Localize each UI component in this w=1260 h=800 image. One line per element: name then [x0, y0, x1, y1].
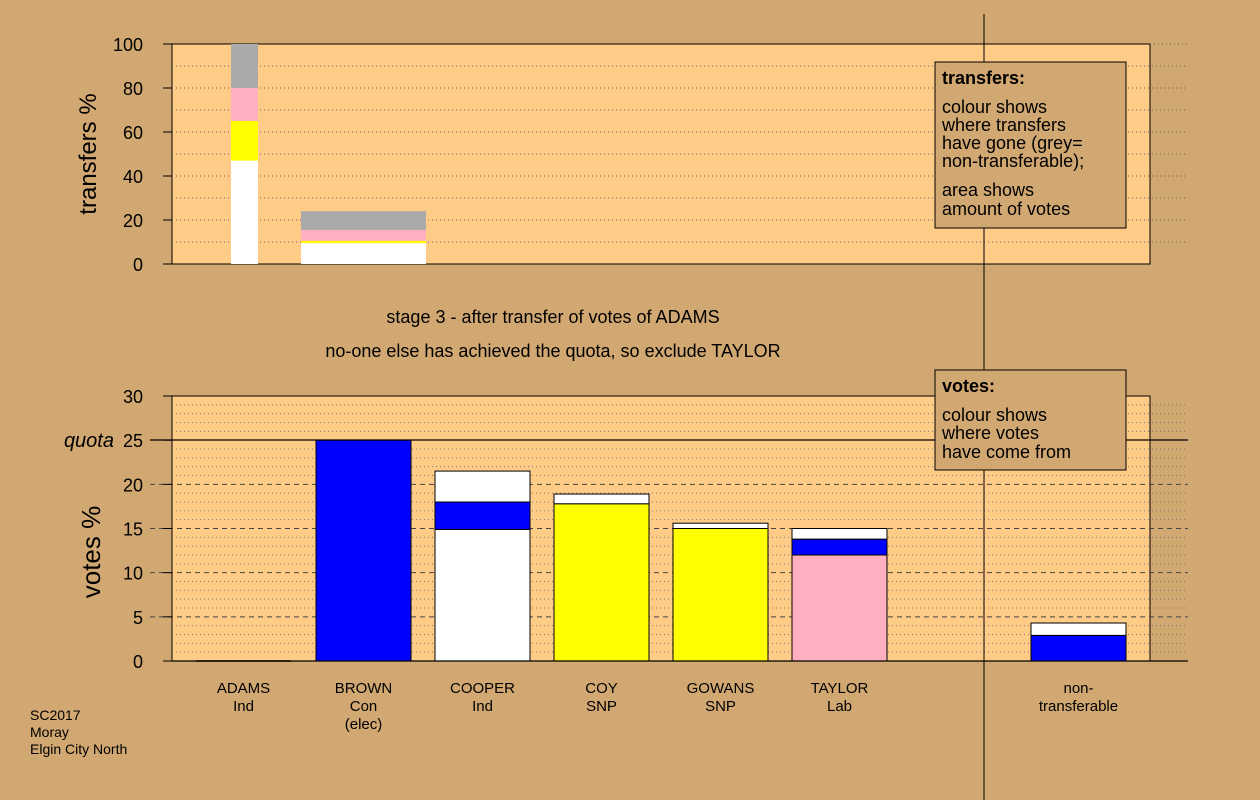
transfers-y-tick-label: 100: [113, 35, 143, 55]
votes-legend-line: have come from: [942, 442, 1071, 462]
transfers-y-tick-label: 80: [123, 79, 143, 99]
quota-label: quota: [64, 430, 114, 452]
transfers-y-axis-label: transfers %: [75, 93, 102, 214]
vote-bar-segment-gowans-white: [672, 522, 769, 530]
transfers-y-tick-label: 20: [123, 211, 143, 231]
transfer-bar-segment-adams-grey: [231, 44, 258, 88]
footer-election: SC2017: [30, 707, 81, 723]
votes-y-axis-label: votes %: [76, 506, 106, 599]
votes-y-tick-label: 15: [123, 520, 143, 540]
votes-legend-title: votes:: [942, 376, 995, 396]
transfer-bar-segment-adams-pink: [231, 88, 258, 121]
votes-bars: [196, 439, 1127, 662]
transfers-gridlines: [172, 43, 1188, 243]
transfers-legend-title: transfers:: [942, 68, 1025, 88]
votes-y-tick-label: 30: [123, 387, 143, 407]
category-label-name: ADAMS: [217, 680, 270, 697]
footer-council: Moray: [30, 724, 69, 740]
transfers-bars: [231, 44, 426, 264]
category-label-name: non-: [1063, 680, 1093, 697]
transfer-bar-segment-brown-pink: [301, 229, 426, 241]
vote-bar-segment-taylor-white: [791, 528, 888, 540]
category-label-party: Con: [350, 698, 378, 715]
exclude-text: no-one else has achieved the quota, so e…: [325, 341, 780, 361]
category-label-party: transferable: [1039, 698, 1118, 715]
transfers-y-tick-label: 0: [133, 255, 143, 275]
category-label-party: SNP: [705, 698, 736, 715]
transfer-bar-segment-brown-grey: [301, 211, 426, 230]
vote-bar-segment-cooper-white: [434, 470, 531, 503]
transfers-y-ticks: 0 20 40 60 80 100: [113, 35, 172, 275]
category-label-note: (elec): [345, 716, 383, 733]
transfer-bar-segment-adams-yellow: [231, 121, 258, 161]
votes-legend: votes: colour shows where votes have com…: [934, 369, 1127, 471]
vote-bar-segment-gowans-yellow: [672, 528, 769, 662]
vote-bar-segment-non-transferable-white: [1030, 622, 1127, 636]
transfers-legend-line: have gone (grey=: [942, 133, 1083, 153]
votes-y-tick-label: 25: [123, 431, 143, 451]
votes-y-tick-label: 10: [123, 564, 143, 584]
transfers-legend-line: colour shows: [942, 97, 1047, 117]
stage-text: stage 3 - after transfer of votes of ADA…: [386, 307, 719, 327]
footer-ward: Elgin City North: [30, 741, 127, 757]
votes-category-labels: ADAMSIndBROWNCon(elec)COOPERIndCOYSNPGOW…: [217, 680, 1118, 733]
votes-y-ticks: 0 5 10 15 20 25 30: [123, 387, 172, 672]
transfers-legend-line: amount of votes: [942, 199, 1070, 219]
votes-y-tick-label: 5: [133, 608, 143, 628]
transfers-y-tick-label: 40: [123, 167, 143, 187]
transfers-legend: transfers: colour shows where transfers …: [934, 61, 1127, 229]
transfers-legend-line: area shows: [942, 180, 1034, 200]
category-label-party: SNP: [586, 698, 617, 715]
category-label-party: Lab: [827, 698, 852, 715]
vote-bar-segment-taylor-pink: [791, 554, 888, 662]
vote-bar-segment-cooper-white: [434, 528, 531, 662]
votes-legend-line: where votes: [941, 423, 1039, 443]
votes-y-tick-label: 0: [133, 652, 143, 672]
transfer-bar-segment-brown-yellow: [301, 240, 426, 244]
transfer-bar-segment-brown-white: [301, 243, 426, 264]
category-label-name: BROWN: [335, 680, 393, 697]
category-label-name: GOWANS: [687, 680, 755, 697]
transfers-legend-line: where transfers: [941, 115, 1066, 135]
category-label-name: COY: [585, 680, 618, 697]
transfer-bar-segment-adams-white: [231, 160, 258, 264]
vote-bar-segment-brown-blue: [315, 439, 412, 662]
vote-bar-segment-taylor-blue: [791, 538, 888, 556]
category-label-party: Ind: [472, 698, 493, 715]
transfers-legend-line: non-transferable);: [942, 151, 1084, 171]
category-label-name: COOPER: [450, 680, 515, 697]
transfers-y-tick-label: 60: [123, 123, 143, 143]
category-label-name: TAYLOR: [811, 680, 869, 697]
vote-bar-segment-coy-white: [553, 493, 650, 505]
vote-bar-segment-non-transferable-blue: [1030, 634, 1127, 662]
vote-bar-segment-coy-yellow: [553, 503, 650, 662]
votes-y-tick-label: 20: [123, 475, 143, 495]
category-label-party: Ind: [233, 698, 254, 715]
vote-bar-segment-cooper-blue: [434, 501, 531, 530]
votes-legend-line: colour shows: [942, 405, 1047, 425]
